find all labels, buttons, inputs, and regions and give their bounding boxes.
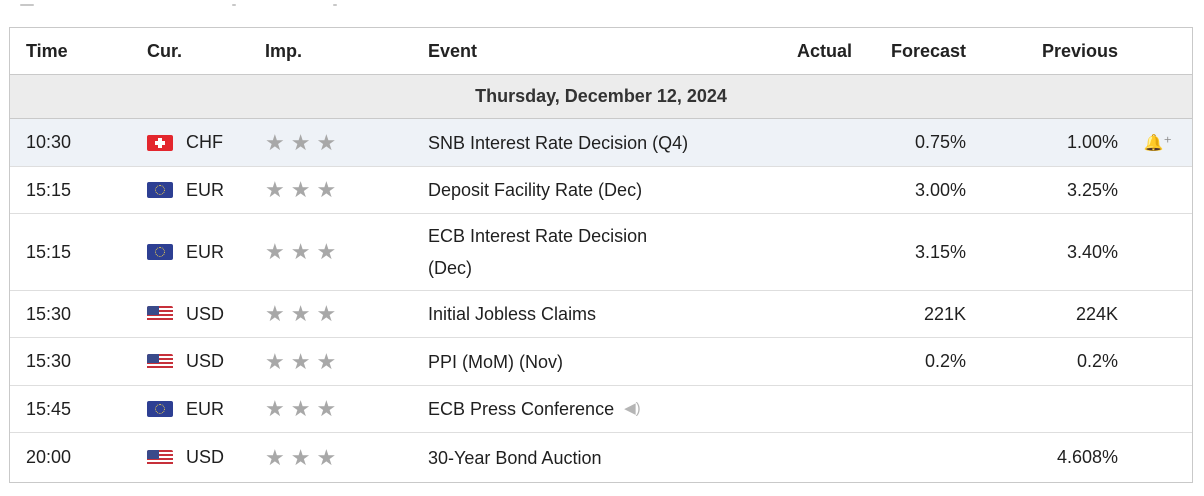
- eu-flag-icon: [147, 244, 173, 260]
- table-row[interactable]: 15:15 EUR ★★★ Deposit Facility Rate (Dec…: [10, 167, 1192, 214]
- header-importance: Imp.: [265, 40, 303, 61]
- event-link[interactable]: Initial Jobless Claims: [428, 291, 748, 337]
- cutoff-mark: [232, 4, 236, 6]
- importance-stars: ★★★: [265, 386, 342, 432]
- event-name[interactable]: Initial Jobless Claims: [428, 304, 597, 324]
- event-link[interactable]: Deposit Facility Rate (Dec): [428, 167, 748, 213]
- event-link[interactable]: SNB Interest Rate Decision (Q4): [428, 119, 748, 166]
- event-link[interactable]: PPI (MoM) (Nov): [428, 338, 748, 385]
- table-row[interactable]: 15:45 EUR ★★★ ECB Press Conference ◀): [10, 386, 1192, 433]
- importance-stars: ★★★: [265, 291, 342, 337]
- row-currency: EUR: [147, 167, 224, 213]
- table-row[interactable]: 10:30 CHF ★★★ SNB Interest Rate Decision…: [10, 119, 1192, 167]
- currency-code: USD: [186, 447, 225, 467]
- row-time: 10:30: [26, 132, 72, 152]
- star-icon: ★★★: [265, 301, 343, 326]
- importance-stars: ★★★: [265, 338, 342, 385]
- speaker-icon: ◀): [624, 400, 641, 417]
- event-name[interactable]: PPI (MoM) (Nov): [428, 351, 563, 372]
- row-time: 15:15: [26, 179, 72, 200]
- switzerland-flag-icon: [147, 134, 173, 151]
- table-row[interactable]: 15:30 USD ★★★ Initial Jobless Claims 221…: [10, 291, 1192, 338]
- header-time: Time: [26, 40, 68, 61]
- bell-plus-icon[interactable]: 🔔⁺: [1143, 134, 1172, 152]
- row-time: 20:00: [26, 447, 72, 467]
- row-time: 15:15: [26, 241, 72, 262]
- star-icon: ★★★: [265, 239, 343, 264]
- star-icon: ★★★: [265, 348, 343, 374]
- event-name[interactable]: ECB Interest Rate Decision: [428, 226, 648, 246]
- importance-stars: ★★★: [265, 433, 342, 482]
- row-previous: 4.608%: [1056, 447, 1118, 467]
- row-time: 15:30: [26, 303, 72, 324]
- eu-flag-icon: [147, 182, 173, 198]
- header-event: Event: [428, 41, 478, 61]
- create-alert-button[interactable]: 🔔⁺: [1144, 119, 1172, 166]
- row-forecast: 221K: [923, 303, 966, 324]
- us-flag-icon: [147, 449, 173, 466]
- eu-flag-icon: [147, 401, 173, 417]
- row-previous: 1.00%: [1066, 132, 1118, 152]
- importance-stars: ★★★: [265, 119, 342, 166]
- table-row[interactable]: 15:15 EUR ★★★ ECB Interest Rate Decision…: [10, 214, 1192, 291]
- event-link[interactable]: ECB Press Conference ◀): [428, 386, 748, 432]
- row-previous: 3.40%: [1066, 241, 1118, 262]
- economic-calendar-table: Time Cur. Imp. Event Actual Forecast Pre…: [9, 27, 1193, 483]
- header-actual: Actual: [796, 40, 852, 61]
- currency-code: USD: [186, 303, 225, 324]
- header-currency: Cur.: [147, 40, 183, 61]
- table-row[interactable]: 15:30 USD ★★★ PPI (MoM) (Nov) 0.2% 0.2%: [10, 338, 1192, 386]
- row-currency: EUR: [147, 214, 224, 290]
- event-name[interactable]: Deposit Facility Rate (Dec): [428, 180, 643, 200]
- event-name[interactable]: SNB Interest Rate Decision (Q4): [428, 132, 689, 153]
- us-flag-icon: [147, 353, 173, 370]
- currency-code: EUR: [186, 179, 225, 200]
- row-forecast: 3.00%: [914, 179, 966, 200]
- row-currency: USD: [147, 433, 224, 482]
- row-forecast: 0.75%: [914, 132, 966, 152]
- star-icon: ★★★: [265, 129, 343, 155]
- row-time: 15:45: [26, 398, 72, 419]
- event-name-continued[interactable]: (Dec): [428, 258, 472, 278]
- cutoff-mark: [20, 4, 34, 6]
- cutoff-mark: [333, 4, 337, 6]
- currency-code: EUR: [186, 241, 225, 262]
- star-icon: ★★★: [265, 396, 343, 421]
- row-time: 15:30: [26, 351, 72, 371]
- importance-stars: ★★★: [265, 214, 342, 290]
- row-previous: 224K: [1075, 303, 1118, 324]
- star-icon: ★★★: [265, 177, 343, 202]
- date-label: Thursday, December 12, 2024: [475, 86, 727, 106]
- top-cutoff-strip: [0, 0, 1204, 24]
- table-row[interactable]: 20:00 USD ★★★ 30-Year Bond Auction 4.608…: [10, 433, 1192, 482]
- row-currency: CHF: [147, 119, 223, 166]
- event-name[interactable]: 30-Year Bond Auction: [428, 447, 602, 468]
- event-link[interactable]: 30-Year Bond Auction: [428, 433, 748, 482]
- event-name[interactable]: ECB Press Conference: [428, 399, 615, 419]
- currency-code: EUR: [186, 398, 225, 419]
- event-link[interactable]: ECB Interest Rate Decision (Dec): [428, 214, 748, 290]
- header-forecast: Forecast: [890, 40, 966, 61]
- row-previous: 0.2%: [1076, 351, 1118, 371]
- row-forecast: 3.15%: [914, 241, 966, 262]
- row-currency: EUR: [147, 386, 224, 432]
- currency-code: USD: [186, 351, 225, 371]
- row-forecast: 0.2%: [924, 351, 966, 371]
- row-currency: USD: [147, 291, 224, 337]
- star-icon: ★★★: [265, 444, 343, 470]
- importance-stars: ★★★: [265, 167, 342, 213]
- header-previous: Previous: [1041, 40, 1118, 61]
- table-header: Time Cur. Imp. Event Actual Forecast Pre…: [10, 28, 1192, 75]
- row-currency: USD: [147, 338, 224, 385]
- us-flag-icon: [147, 306, 173, 322]
- currency-code: CHF: [186, 132, 223, 152]
- date-group-row: Thursday, December 12, 2024: [10, 75, 1192, 119]
- row-previous: 3.25%: [1066, 179, 1118, 200]
